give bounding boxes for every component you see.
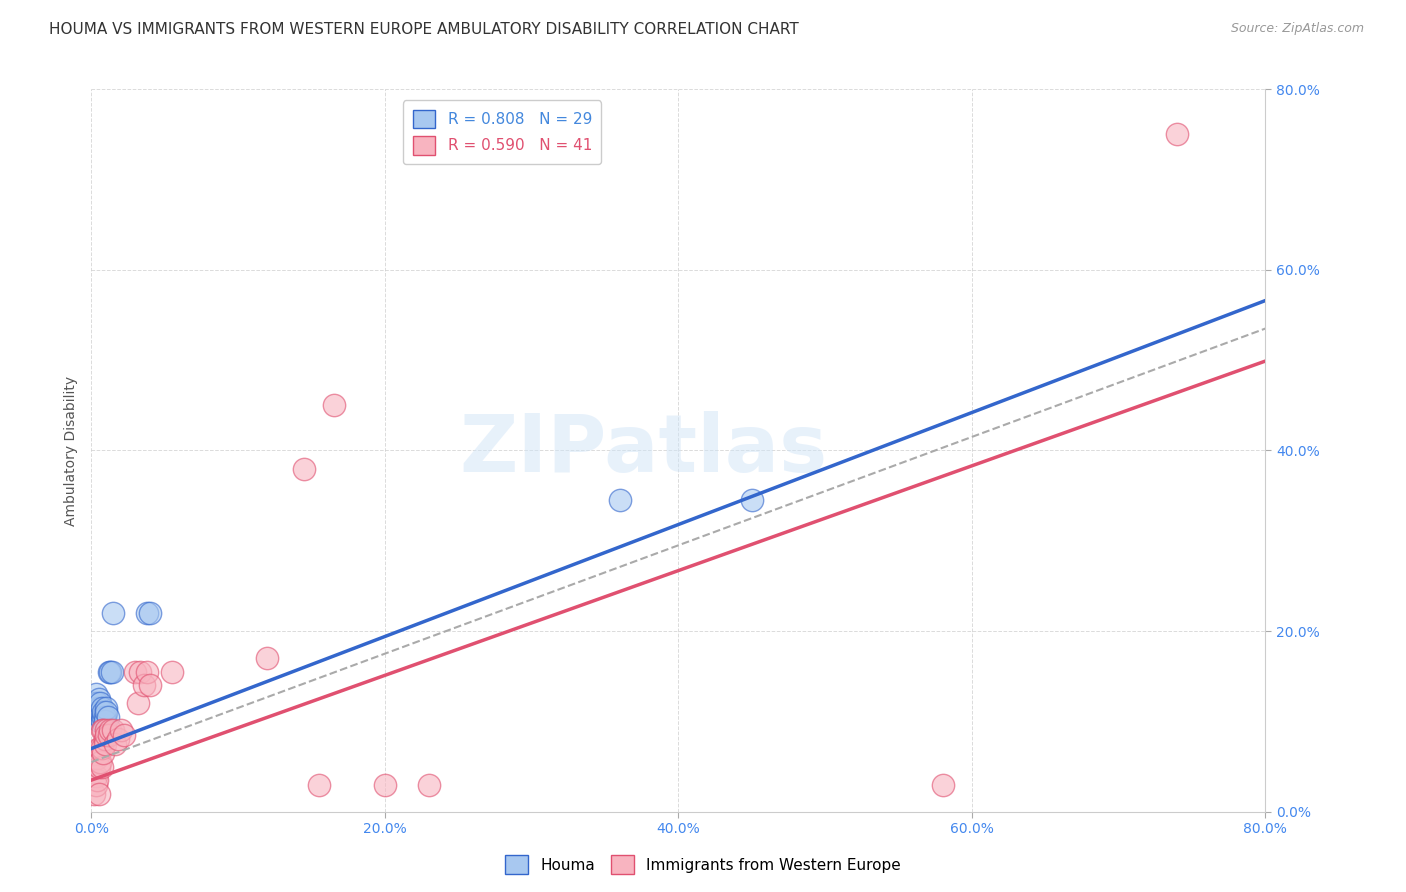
Point <box>87 701 110 715</box>
Point <box>100 665 122 679</box>
Point <box>94 706 117 720</box>
Point <box>89 697 111 711</box>
Point <box>931 778 953 792</box>
Legend: R = 0.808   N = 29, R = 0.590   N = 41: R = 0.808 N = 29, R = 0.590 N = 41 <box>404 101 602 164</box>
Point <box>91 746 114 760</box>
Point <box>87 714 110 729</box>
Point <box>124 665 146 679</box>
Point <box>374 778 396 792</box>
Point <box>609 493 631 508</box>
Text: Source: ZipAtlas.com: Source: ZipAtlas.com <box>1230 22 1364 36</box>
Point <box>139 678 162 692</box>
Y-axis label: Ambulatory Disability: Ambulatory Disability <box>63 376 77 525</box>
Point <box>87 759 110 773</box>
Point <box>86 773 108 788</box>
Point <box>84 769 107 783</box>
Point <box>256 651 278 665</box>
Point <box>87 741 110 756</box>
Point <box>93 737 115 751</box>
Point <box>107 732 129 747</box>
Point <box>90 701 112 715</box>
Point <box>101 665 124 679</box>
Legend: Houma, Immigrants from Western Europe: Houma, Immigrants from Western Europe <box>499 849 907 880</box>
Point <box>103 723 125 738</box>
Text: HOUMA VS IMMIGRANTS FROM WESTERN EUROPE AMBULATORY DISABILITY CORRELATION CHART: HOUMA VS IMMIGRANTS FROM WESTERN EUROPE … <box>49 22 799 37</box>
Point <box>84 701 107 715</box>
Point <box>89 710 111 724</box>
Point <box>94 723 117 738</box>
Point <box>741 493 763 508</box>
Point <box>98 665 121 679</box>
Point <box>86 706 108 720</box>
Point <box>136 606 159 620</box>
Point <box>83 787 105 801</box>
Point <box>103 606 125 620</box>
Point <box>86 750 108 764</box>
Point <box>91 706 114 720</box>
Point <box>94 728 117 742</box>
Point <box>90 710 112 724</box>
Point <box>134 678 156 692</box>
Point <box>89 741 111 756</box>
Point <box>84 687 107 701</box>
Point <box>322 398 344 412</box>
Point <box>98 728 121 742</box>
Point <box>86 697 108 711</box>
Point <box>90 723 112 738</box>
Text: ZIPatlas: ZIPatlas <box>458 411 827 490</box>
Point <box>94 701 117 715</box>
Point <box>83 697 105 711</box>
Point <box>84 778 107 792</box>
Point <box>93 714 115 729</box>
Point <box>89 706 111 720</box>
Point <box>90 759 112 773</box>
Point <box>90 714 112 729</box>
Point <box>139 606 162 620</box>
Point <box>127 697 149 711</box>
Point <box>128 665 150 679</box>
Point <box>93 732 115 747</box>
Point <box>91 723 114 738</box>
Point <box>292 461 315 475</box>
Point <box>112 728 135 742</box>
Point <box>418 778 440 792</box>
Point <box>308 778 330 792</box>
Point <box>90 741 112 756</box>
Point <box>91 710 114 724</box>
Point <box>96 710 118 724</box>
Point <box>136 665 159 679</box>
Point <box>93 710 115 724</box>
Point <box>160 665 183 679</box>
Point <box>1166 128 1188 142</box>
Point <box>89 755 111 769</box>
Point <box>104 737 127 751</box>
Point <box>87 787 110 801</box>
Point <box>87 691 110 706</box>
Point <box>110 723 132 738</box>
Point <box>100 723 122 738</box>
